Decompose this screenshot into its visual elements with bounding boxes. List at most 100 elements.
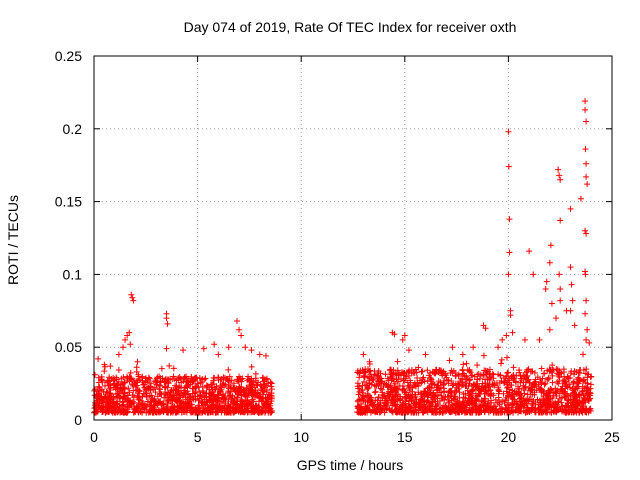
data-point — [581, 396, 588, 403]
data-point — [401, 386, 408, 393]
x-tick-label: 15 — [397, 429, 413, 445]
data-point — [538, 365, 545, 372]
data-point — [357, 367, 364, 374]
data-point — [542, 285, 549, 292]
data-point — [395, 386, 402, 393]
data-point — [362, 368, 369, 375]
data-point — [374, 401, 381, 408]
data-point — [494, 399, 501, 406]
data-point — [260, 375, 267, 382]
data-point — [476, 375, 483, 382]
data-point — [539, 388, 546, 395]
data-point — [252, 375, 259, 382]
data-point — [128, 291, 135, 298]
y-tick-label: 0.05 — [55, 339, 82, 355]
data-point — [262, 404, 269, 411]
data-point — [99, 377, 106, 384]
data-point — [155, 409, 162, 416]
data-point — [412, 366, 419, 373]
data-point — [164, 384, 171, 391]
data-point — [575, 380, 582, 387]
data-point — [424, 367, 431, 374]
data-point — [582, 310, 589, 317]
data-point — [403, 373, 410, 380]
data-point — [156, 398, 163, 405]
data-point — [405, 407, 412, 414]
data-point — [224, 377, 231, 384]
data-point — [463, 401, 470, 408]
data-point — [583, 390, 590, 397]
data-point — [566, 409, 573, 416]
data-point — [583, 366, 590, 373]
data-point — [549, 379, 556, 386]
data-point — [528, 396, 535, 403]
data-point — [248, 381, 255, 388]
data-point — [391, 331, 398, 338]
data-point — [115, 367, 122, 374]
data-point — [180, 347, 187, 354]
data-point — [101, 395, 108, 402]
data-point — [263, 387, 270, 394]
data-point — [364, 383, 371, 390]
data-point — [171, 403, 178, 410]
data-point — [206, 396, 213, 403]
data-point — [354, 409, 361, 416]
data-point — [495, 384, 502, 391]
data-point — [574, 403, 581, 410]
data-point — [449, 382, 456, 389]
data-point — [106, 403, 113, 410]
data-point — [495, 344, 502, 351]
data-point — [130, 394, 137, 401]
data-point — [571, 322, 578, 329]
data-point — [114, 409, 121, 416]
data-point — [124, 403, 131, 410]
data-point — [420, 374, 427, 381]
data-point — [450, 381, 457, 388]
data-point — [586, 389, 593, 396]
data-point — [98, 405, 105, 412]
data-point — [570, 380, 577, 387]
data-point — [161, 406, 168, 413]
data-point — [497, 372, 504, 379]
grid-layer — [94, 56, 612, 420]
data-point — [573, 397, 580, 404]
data-point — [582, 399, 589, 406]
points-layer — [91, 98, 595, 416]
data-point — [164, 391, 171, 398]
data-point — [543, 278, 550, 285]
data-point — [543, 409, 550, 416]
data-point — [582, 146, 589, 153]
data-point — [201, 396, 208, 403]
data-point — [442, 370, 449, 377]
data-point — [244, 396, 251, 403]
data-point — [468, 372, 475, 379]
data-point — [140, 381, 147, 388]
data-point — [268, 409, 275, 416]
data-point — [394, 398, 401, 405]
data-point — [364, 373, 371, 380]
data-point — [531, 391, 538, 398]
data-point — [94, 408, 101, 415]
data-point — [242, 344, 249, 351]
data-point — [198, 400, 205, 407]
data-point — [490, 392, 497, 399]
data-point — [111, 382, 118, 389]
data-point — [432, 403, 439, 410]
data-point — [156, 373, 163, 380]
data-point — [261, 378, 268, 385]
data-point — [405, 393, 412, 400]
data-point — [501, 378, 508, 385]
data-point — [175, 395, 182, 402]
data-point — [246, 378, 253, 385]
data-point — [411, 370, 418, 377]
data-point — [259, 398, 266, 405]
data-point — [384, 405, 391, 412]
data-point — [498, 360, 505, 367]
data-point — [117, 385, 124, 392]
data-point — [516, 397, 523, 404]
data-point — [567, 402, 574, 409]
data-point — [582, 227, 589, 234]
data-point — [159, 375, 166, 382]
data-point — [225, 384, 232, 391]
y-axis-label: ROTI / TECUs — [5, 195, 21, 285]
